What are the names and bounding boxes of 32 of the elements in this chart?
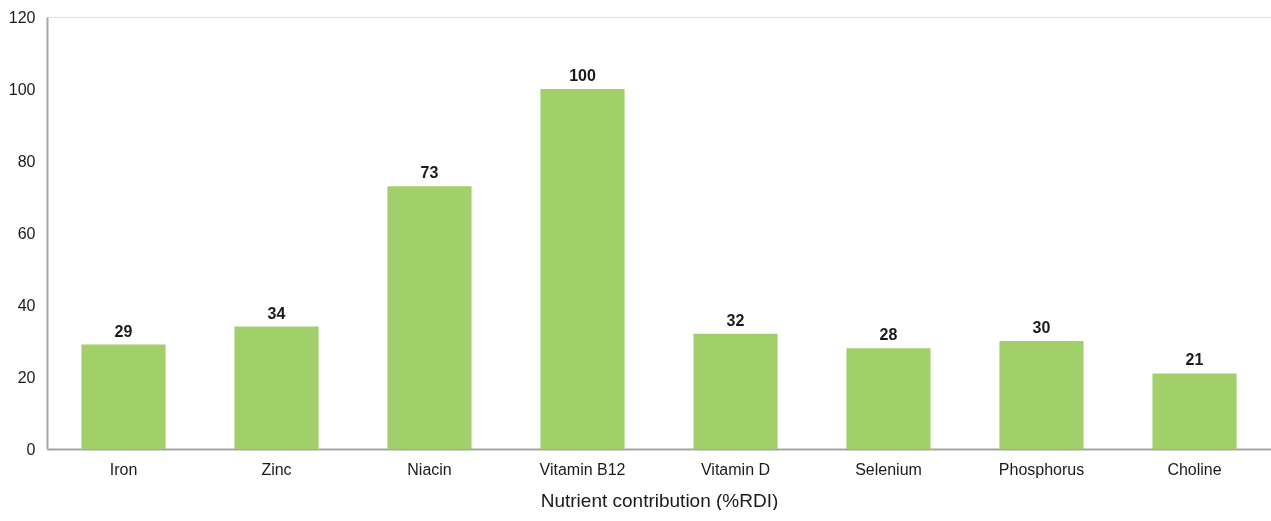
bar: [387, 186, 472, 449]
x-tick-label: Choline: [1167, 460, 1222, 478]
x-tick-label: Niacin: [407, 460, 452, 478]
y-tick-label: 80: [17, 152, 36, 170]
y-tick-label: 100: [8, 80, 36, 98]
bar: [234, 326, 319, 449]
data-label: 34: [267, 304, 286, 322]
x-tick-label: Iron: [109, 460, 138, 478]
bar: [846, 348, 931, 449]
y-tick-label: 40: [17, 296, 36, 314]
bar: [693, 333, 778, 449]
data-label: 21: [1185, 351, 1204, 369]
x-tick-label: Vitamin B12: [539, 460, 626, 478]
x-tick-label: Phosphorus: [998, 460, 1085, 478]
x-tick-label: Zinc: [261, 460, 292, 478]
bar: [1152, 373, 1237, 449]
x-tick-label: Vitamin D: [700, 460, 771, 478]
data-label: 29: [114, 322, 133, 340]
bar: [999, 341, 1084, 449]
bar: [81, 344, 166, 449]
y-tick-label: 0: [26, 440, 36, 458]
y-tick-label: 120: [8, 8, 36, 26]
data-label: 73: [420, 164, 439, 182]
x-axis-title: Nutrient contribution (%RDI): [540, 489, 779, 511]
bar: [540, 89, 625, 449]
x-tick-label: Selenium: [855, 460, 922, 478]
data-label: 32: [726, 311, 745, 329]
data-label: 100: [569, 67, 596, 84]
y-tick-label: 20: [17, 368, 36, 386]
data-label: 28: [879, 326, 898, 344]
y-tick-label: 60: [17, 224, 36, 242]
data-label: 30: [1032, 319, 1051, 336]
